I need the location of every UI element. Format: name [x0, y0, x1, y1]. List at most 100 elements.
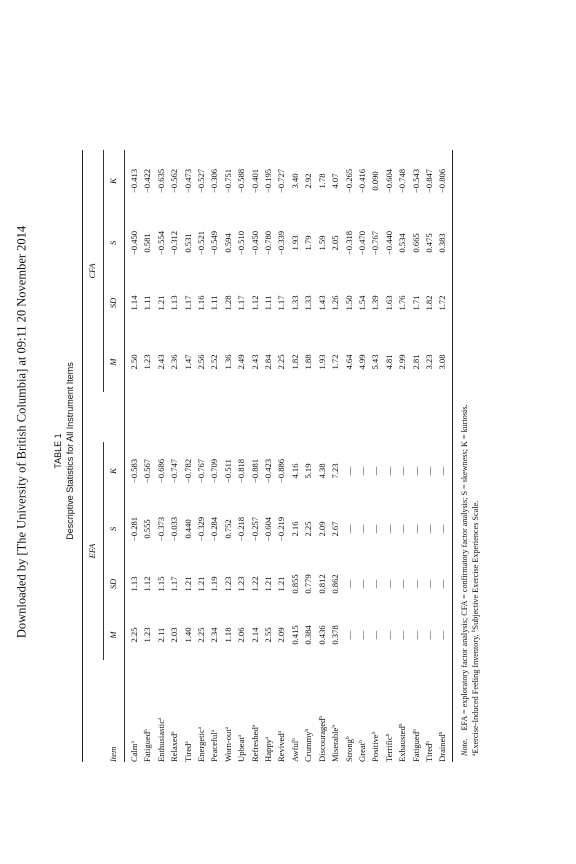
value-cell: 1.21	[276, 576, 287, 592]
value-cell: 7.23	[330, 463, 341, 479]
value-cell: 1.13	[169, 295, 180, 311]
note-line: Note. EFA = exploratory factor analysis; …	[459, 140, 470, 756]
empty-cell	[82, 660, 104, 762]
value-cell: 1.79	[303, 235, 314, 251]
value-cell: −0.635	[155, 168, 166, 194]
value-cell: 1.93	[316, 354, 327, 370]
table-row: Positiveb — — — — 5.43 1.39 −0.767 0.090	[369, 150, 382, 762]
item-superscript: b	[411, 729, 418, 732]
value-cell: −0.284	[209, 516, 220, 542]
item-name: Awful	[289, 740, 300, 762]
value-cell: —	[397, 630, 408, 640]
item-name: Terrific	[383, 736, 394, 762]
item-cell: Peacefula	[208, 660, 221, 762]
value-cell: 2.56	[196, 354, 207, 370]
item-name: Relaxed	[169, 733, 180, 762]
item-cell: Calma	[125, 660, 142, 762]
table-subtitle: Descriptive Statistics for All Instrumen…	[65, 362, 75, 540]
spacer	[369, 392, 382, 442]
value-cell: 2.06	[236, 627, 247, 643]
value-cell: 0.534	[397, 233, 408, 253]
item-superscript: b	[143, 729, 150, 732]
item-superscript: b	[438, 731, 445, 735]
value-cell: −0.747	[169, 458, 180, 484]
value-cell: —	[436, 558, 453, 610]
value-cell: −0.806	[436, 149, 453, 212]
column-header: K	[103, 441, 125, 500]
table-row: Upbeata 2.06 1.23 −0.218 −0.818 2.49 1.17 −0.51…	[235, 150, 248, 762]
value-cell: —	[397, 579, 408, 589]
value-cell: 2.43	[155, 354, 166, 370]
spacer	[383, 392, 396, 442]
value-cell: 1.36	[222, 354, 233, 370]
value-cell: 0.436	[316, 625, 327, 645]
column-header: S	[103, 500, 125, 558]
spacer	[182, 392, 195, 442]
value-cell: 1.22	[249, 576, 260, 592]
footnote-marker: b	[470, 629, 477, 633]
item-cell: Worn-outa	[222, 660, 235, 762]
item-cell: Happya	[262, 660, 275, 762]
column-header: S	[103, 211, 125, 274]
table-row: Crummyb 0.384 0.779 2.25 5.19 1.88 1.33 1.79 2.9…	[302, 150, 315, 762]
table-row: Exhaustedb — — — — 2.99 1.76 0.534 −0.748	[396, 150, 409, 762]
value-cell: 2.50	[129, 354, 139, 370]
item-cell: Positiveb	[369, 660, 382, 762]
value-cell: —	[436, 500, 453, 558]
value-cell: 1.39	[370, 295, 381, 311]
value-cell: 1.19	[209, 576, 220, 592]
table-row: Enthusiastica 2.11 1.15 −0.373 −0.686 2.43 1.2…	[155, 150, 168, 762]
item-cell: Drainedb	[436, 660, 453, 762]
table-row: Calma 2.25 1.13 −0.281 −0.583 2.50 1.14 −0.450 −…	[125, 150, 142, 762]
value-cell: −0.767	[370, 230, 381, 256]
spacer	[423, 392, 436, 442]
value-cell: —	[356, 524, 367, 534]
item-cell: Discouragedb	[316, 660, 329, 762]
value-cell: —	[343, 524, 354, 534]
item-cell: Fatiguedb	[410, 660, 423, 762]
value-cell: −0.450	[249, 230, 260, 256]
value-cell: −0.709	[209, 458, 220, 484]
value-cell: 0.555	[142, 519, 153, 539]
value-cell: 1.14	[129, 295, 139, 311]
table-row: Awfulb 0.415 0.855 2.16 4.16 1.82 1.33 1.93 3.40	[289, 150, 302, 762]
footnote-text: Exercise-Induced Feeling Inventory.	[470, 634, 480, 754]
value-cell: —	[423, 466, 434, 476]
value-cell: −0.312	[169, 230, 180, 256]
item-name: Worn-out	[222, 729, 233, 762]
value-cell: −0.554	[155, 230, 166, 256]
item-cell: Enthusiastica	[155, 660, 168, 762]
spacer	[329, 392, 342, 442]
value-cell: 1.78	[316, 173, 327, 189]
value-cell: 3.40	[289, 173, 300, 189]
value-cell: 4.99	[356, 354, 367, 370]
value-cell: 0.779	[303, 574, 314, 594]
value-cell: −0.470	[356, 230, 367, 256]
value-cell: −0.521	[196, 230, 207, 256]
value-cell: −0.195	[263, 168, 274, 194]
value-cell: 1.21	[182, 576, 193, 592]
item-name: Exhausted	[397, 726, 408, 762]
item-superscript: a	[197, 726, 204, 730]
item-superscript: a	[223, 726, 230, 730]
item-superscript: a	[250, 724, 257, 728]
value-cell: −0.727	[276, 168, 287, 194]
spacer	[208, 392, 221, 442]
value-cell: 4.38	[316, 463, 327, 479]
value-cell: 4.16	[289, 463, 300, 479]
value-cell: 0.594	[222, 233, 233, 253]
value-cell: 1.59	[316, 235, 327, 251]
value-cell: 1.17	[236, 295, 247, 311]
value-cell: 0.752	[222, 519, 233, 539]
value-cell: 2.16	[289, 521, 300, 537]
footnote-text: Subjective Exercise Experiences Scale.	[470, 500, 480, 630]
value-cell: 1.21	[263, 576, 274, 592]
value-cell: −0.423	[263, 458, 274, 484]
table-row: Fatiguedb — — — — 2.81 1.71 0.665 −0.543	[410, 150, 423, 762]
value-cell: 1.23	[142, 354, 153, 370]
value-cell: −0.218	[236, 516, 247, 542]
value-cell: −0.401	[249, 168, 260, 194]
value-cell: —	[410, 524, 421, 534]
table-row: Reviveda 2.09 1.21 −0.219 −0.886 2.25 1.17 −0.3…	[275, 150, 288, 762]
value-cell: 1.26	[330, 295, 341, 311]
